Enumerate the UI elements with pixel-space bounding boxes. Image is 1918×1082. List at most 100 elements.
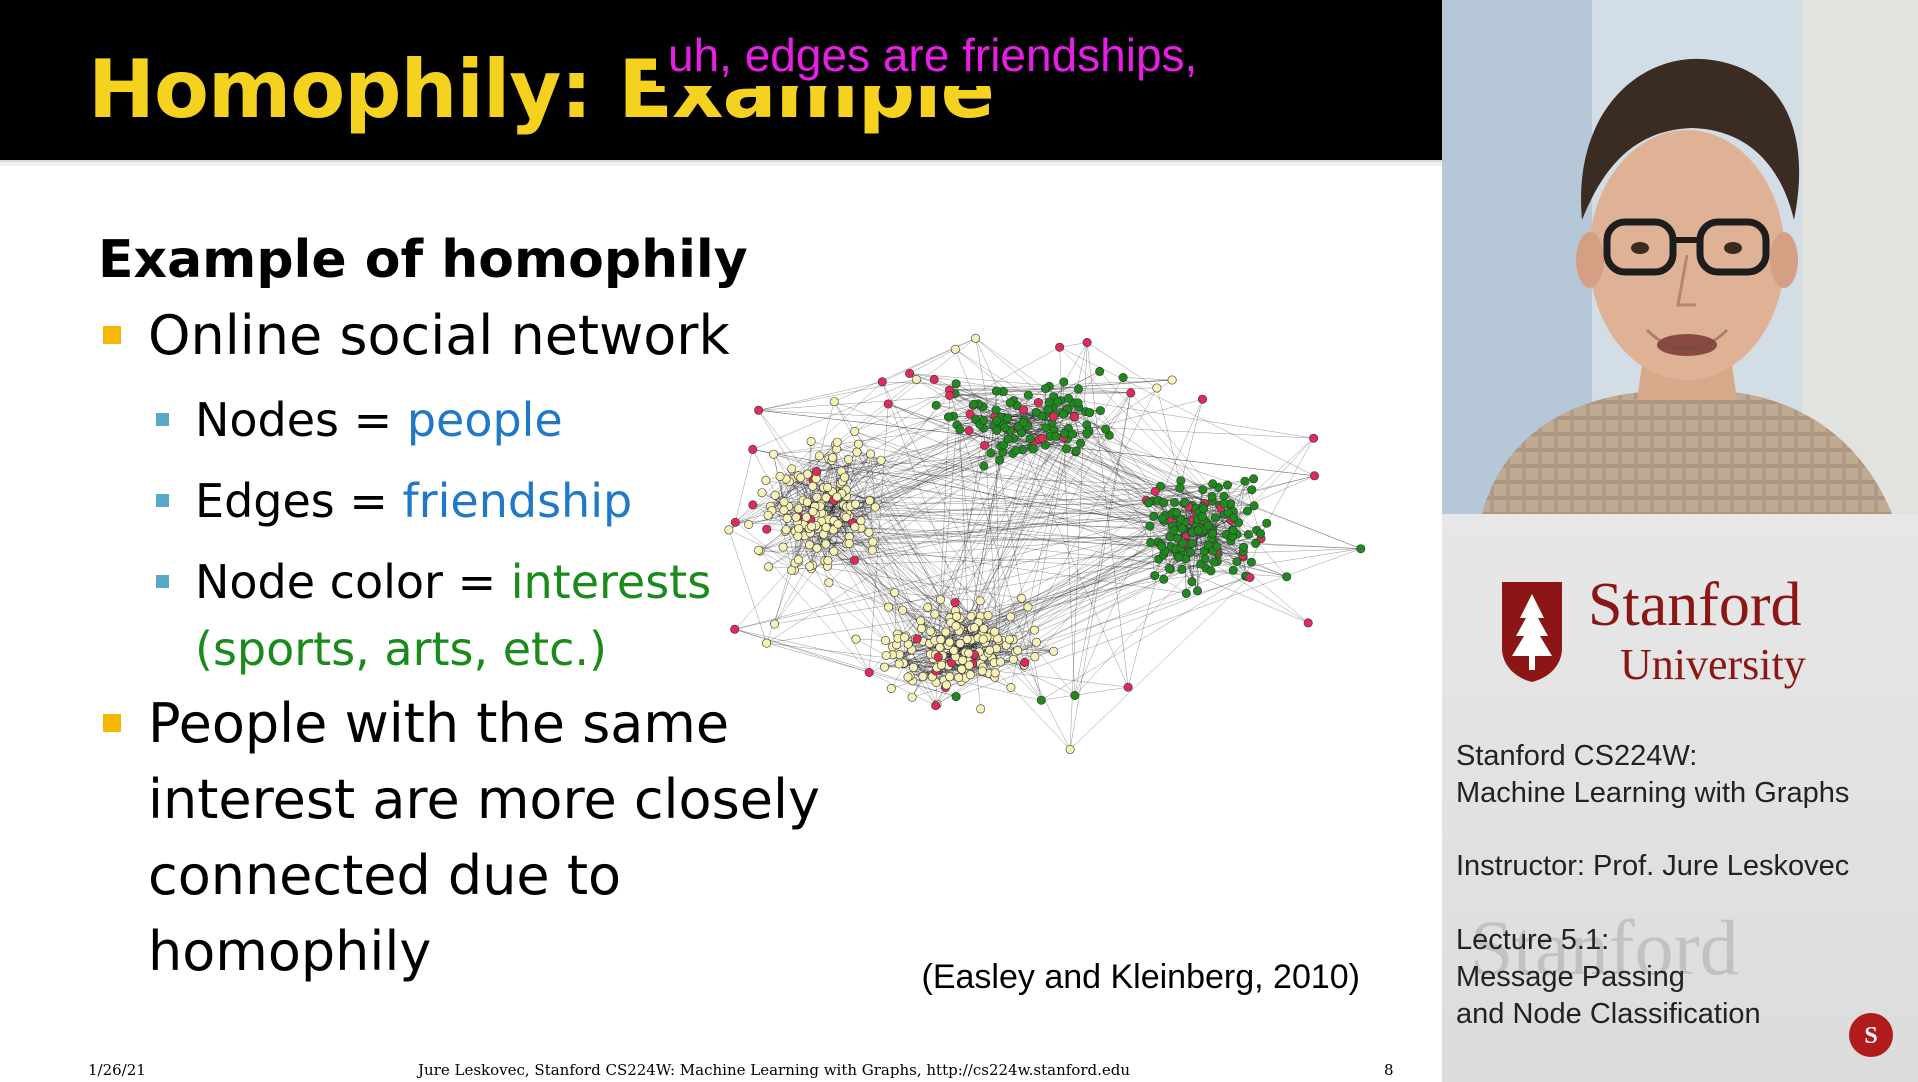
node-color-examples: (sports, arts, etc.) (195, 622, 607, 676)
graph-node (1243, 530, 1253, 540)
graph-node (1206, 566, 1216, 576)
graph-node (1245, 572, 1255, 582)
graph-node (763, 510, 773, 520)
bullet-line: interest are more closely (148, 768, 820, 831)
graph-node (880, 662, 890, 672)
graph-node (933, 652, 943, 662)
instructor-name: Instructor: Prof. Jure Leskovec (1456, 850, 1850, 882)
graph-node (1126, 388, 1136, 398)
graph-node (923, 602, 933, 612)
bullet-online-social-network: Online social network (148, 304, 730, 367)
edges-value: friendship (402, 474, 633, 528)
graph-node (794, 524, 804, 534)
graph-node (748, 444, 758, 454)
graph-node (955, 425, 965, 435)
graph-node (808, 481, 818, 491)
graph-node (754, 405, 764, 415)
graph-node (907, 692, 917, 702)
graph-node (958, 655, 968, 665)
graph-node (966, 611, 976, 621)
graph-node (991, 386, 1001, 396)
graph-node (778, 542, 788, 552)
graph-node (1199, 504, 1209, 514)
graph-node (1017, 593, 1027, 603)
graph-node (962, 634, 972, 644)
graph-node (935, 642, 945, 652)
graph-node (1006, 682, 1016, 692)
graph-node (1123, 682, 1133, 692)
graph-node (876, 455, 886, 465)
graph-node (821, 522, 831, 532)
graph-node (931, 701, 941, 711)
graph-node (992, 425, 1002, 435)
graph-node (1018, 418, 1028, 428)
graph-node (1197, 512, 1207, 522)
graph-node (1002, 413, 1012, 423)
graph-node (1059, 409, 1069, 419)
graph-node (1175, 483, 1185, 493)
graph-node (908, 662, 918, 672)
graph-node (1167, 375, 1177, 385)
graph-node (1049, 646, 1059, 656)
graph-node (770, 490, 780, 500)
sub-bullet-marker (156, 575, 169, 588)
graph-node (1159, 498, 1169, 508)
graph-node (761, 475, 771, 485)
bullet-line: connected due to (148, 844, 622, 907)
graph-node (1228, 526, 1238, 536)
graph-node (832, 492, 842, 502)
graph-node (802, 497, 812, 507)
graph-node (824, 578, 834, 588)
graph-node (775, 471, 785, 481)
graph-node (1150, 487, 1160, 497)
graph-node (782, 513, 792, 523)
graph-node (829, 397, 839, 407)
university-wordmark: University (1620, 640, 1806, 689)
graph-node (1073, 398, 1083, 408)
graph-node (1033, 398, 1043, 408)
graph-node (1247, 485, 1257, 495)
nodes-value: people (406, 393, 563, 447)
graph-node (1069, 412, 1079, 422)
graph-node (1228, 565, 1238, 575)
graph-node (801, 512, 811, 522)
graph-node (730, 624, 740, 634)
graph-node (791, 512, 801, 522)
graph-node (1144, 498, 1154, 508)
graph-node (1193, 526, 1203, 536)
graph-node (1157, 513, 1167, 523)
graph-node (969, 623, 979, 633)
graph-node (1011, 446, 1021, 456)
graph-node (925, 626, 935, 636)
slide: Homophily: Example uh, edges are friends… (0, 0, 1442, 1082)
graph-node (954, 673, 964, 683)
graph-node (877, 377, 887, 387)
graph-node (1208, 479, 1218, 489)
graph-node (1055, 342, 1065, 352)
graph-node (1240, 476, 1250, 486)
graph-node (1255, 529, 1265, 539)
graph-node (1198, 485, 1208, 495)
graph-node (930, 609, 940, 619)
graph-node (1149, 511, 1159, 521)
graph-node (1152, 383, 1162, 393)
graph-node (1180, 498, 1190, 508)
graph-node (1037, 433, 1047, 443)
graph-node (821, 539, 831, 549)
graph-node (1008, 654, 1018, 664)
graph-node (1018, 405, 1028, 415)
graph-node (844, 539, 854, 549)
graph-node (748, 500, 758, 510)
graph-node (1040, 384, 1050, 394)
graph-node (805, 540, 815, 550)
graph-node (1095, 406, 1105, 416)
graph-node (841, 512, 851, 522)
graph-node (757, 488, 767, 498)
svg-text:S: S (1864, 1023, 1877, 1049)
graph-node (945, 672, 955, 682)
graph-node (969, 399, 979, 409)
sub-bullet-edges: Edges = friendship (195, 469, 632, 533)
graph-node (1062, 444, 1072, 454)
graph-node (1246, 557, 1256, 567)
graph-node (965, 670, 975, 680)
